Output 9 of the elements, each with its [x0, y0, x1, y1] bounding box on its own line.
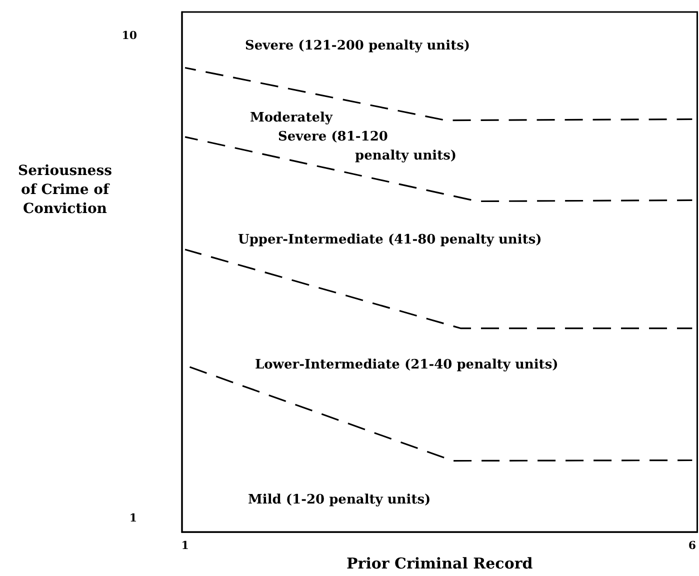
annotation: Upper-Intermediate (41-80 penalty units) [238, 232, 542, 248]
x-axis-title: Prior Criminal Record [346, 554, 534, 572]
y-axis-title: Seriousness of Crime of Conviction [18, 163, 112, 217]
annotation: Lower-Intermediate (21-40 penalty units) [255, 358, 558, 372]
annotation: Severe (121-200 penalty units) [245, 38, 470, 54]
x-tick-label: 6 [688, 539, 696, 552]
y-tick-label: 10 [122, 29, 138, 42]
annotation: Mild (1-20 penalty units) [248, 492, 431, 508]
annotation: Moderately Severe (81-120 penalty units) [250, 110, 457, 164]
